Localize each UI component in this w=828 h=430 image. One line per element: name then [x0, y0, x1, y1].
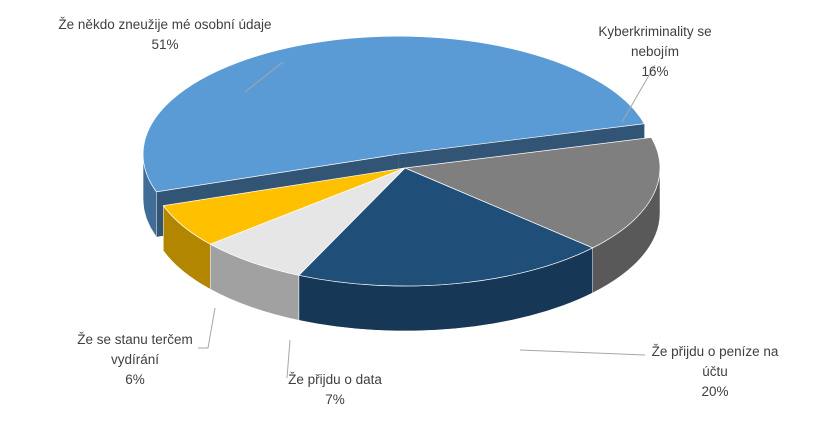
slice	[209, 167, 406, 276]
label-value: 7%	[325, 392, 345, 407]
label-name: Že přijdu o data	[288, 372, 382, 387]
data-label: Kyberkriminality se nebojím 16%	[575, 22, 735, 82]
data-label: Že se stanu terčem vydírání 6%	[65, 330, 205, 390]
label-name: Že někdo zneužije mé osobní údaje	[58, 17, 272, 32]
leader-line	[519, 349, 646, 356]
label-value: 6%	[125, 372, 145, 387]
label-name: Že přijdu o peníze na účtu	[651, 344, 779, 379]
leader-line	[621, 64, 656, 123]
data-label: Že přijdu o data 7%	[270, 370, 400, 410]
leader-line	[286, 339, 291, 379]
slice	[403, 137, 661, 249]
label-value: 16%	[641, 64, 669, 79]
slice	[298, 167, 594, 287]
slice	[162, 167, 406, 245]
leader-line	[244, 61, 284, 93]
label-name: Že se stanu terčem vydírání	[77, 332, 193, 367]
data-label: Že přijdu o peníze na účtu 20%	[640, 342, 790, 402]
data-label: Že někdo zneužije mé osobní údaje 51%	[20, 15, 310, 55]
label-name: Kyberkriminality se nebojím	[598, 24, 712, 59]
label-value: 51%	[151, 37, 179, 52]
slice	[142, 35, 645, 193]
leader-line	[198, 307, 216, 349]
label-value: 20%	[701, 384, 729, 399]
